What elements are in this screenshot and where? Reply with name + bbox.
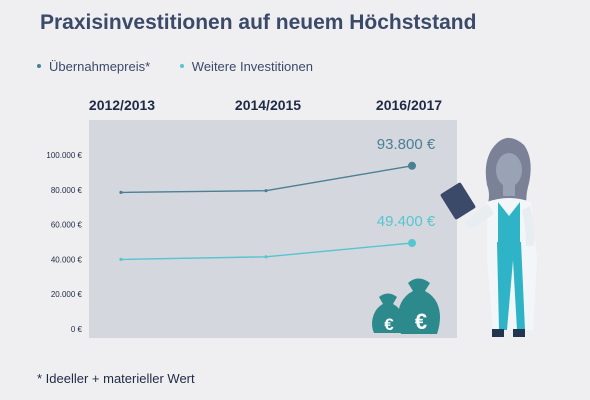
data-point-series-2 [408,239,416,248]
data-point-series-1 [264,189,268,193]
data-point-series-2 [119,257,123,261]
footnote: * Ideeller + materieller Wert [37,371,195,386]
money-bag-euro-icon: € [398,278,440,334]
plot-area [89,120,457,338]
data-point-series-1 [119,190,123,195]
svg-text:€: € [384,315,394,334]
y-tick-label: 60.000 € [51,221,83,230]
svg-text:€: € [415,309,427,334]
x-category-label: 2012/2013 [88,97,156,113]
money-bag-euro-icon: € [372,293,404,334]
y-tick-label: 20.000 € [51,290,83,299]
x-category-label: 2014/2015 [234,97,302,113]
legend-label-series-1: Übernahmepreis* [49,58,151,74]
legend-label-series-2: Weitere Investitionen [191,58,313,74]
legend-dot-series-2 [179,64,184,68]
legend-item-series-2: Weitere Investitionen [179,58,313,74]
legend-item-series-1: Übernahmepreis* [37,59,150,74]
data-point-series-1 [408,161,416,170]
y-tick-label: 100.000 € [46,151,82,160]
y-tick-label: 40.000 € [51,255,83,264]
data-label-series-2: 49.400 € [377,213,436,230]
chart-title: Praxisinvestitionen auf neuem Höchststan… [40,11,477,34]
legend-dot-series-1 [37,64,41,68]
y-tick-label: 80.000 € [51,186,83,195]
data-point-series-2 [264,255,268,259]
data-label-series-1: 93.800 € [377,136,436,153]
series-group: 93.800 € 49.400 € [119,136,436,261]
legend: Übernahmepreis* Weitere Investitionen [37,56,339,74]
woman-doctor-icon [464,137,537,337]
x-category-label: 2016/2017 [375,97,443,113]
y-tick-label: 0 € [71,325,83,334]
clipboard-icon [440,182,476,220]
y-axis: 100.000 € 80.000 € 60.000 € 40.000 € 20.000 … [46,151,82,334]
